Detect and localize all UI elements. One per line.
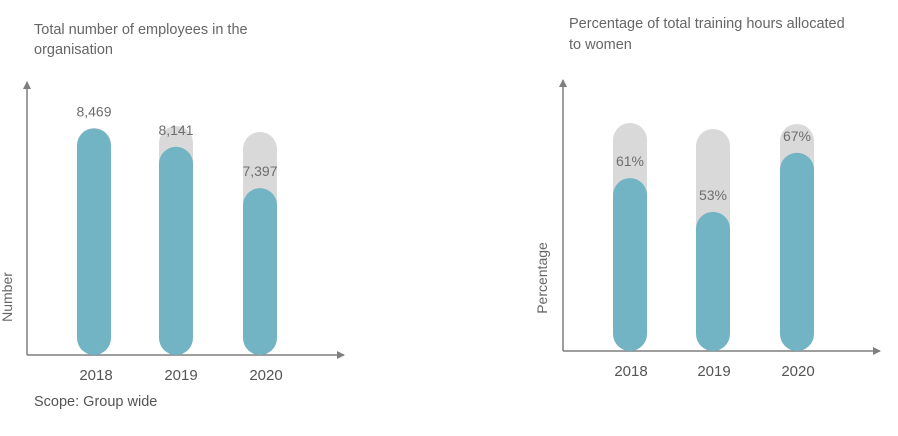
training-bar-2019	[696, 211, 730, 351]
training-value-label-2020: 67%	[783, 128, 811, 144]
training-bar-2018	[613, 178, 647, 351]
employees-chart-title-line-1: Total number of employees in the	[34, 22, 248, 38]
scope-note: Scope: Group wide	[34, 394, 157, 410]
employees-value-label-2020: 7,397	[242, 163, 277, 179]
employees-y-axis-label: Number	[0, 272, 15, 322]
employees-bar-2018	[77, 128, 111, 355]
training-value-label-2018: 61%	[616, 153, 644, 169]
training-x-tick-2018: 2018	[614, 363, 647, 380]
employees-x-tick-2018: 2018	[79, 367, 112, 384]
employees-x-tick-2019: 2019	[164, 367, 197, 384]
training-bar-2020	[780, 152, 814, 351]
employees-value-label-2019: 8,141	[158, 122, 193, 138]
training-bars: 61% 53% 67%	[613, 123, 814, 351]
employees-bar-2019	[159, 146, 193, 355]
employees-bars: 8,469 8,141 7,397	[76, 104, 278, 355]
employees-chart: Total number of employees in the organis…	[0, 22, 345, 410]
employees-value-label-2018: 8,469	[76, 104, 111, 120]
employees-bar-2020	[243, 188, 277, 355]
training-hours-chart: Percentage of total training hours alloc…	[534, 16, 881, 380]
training-chart-title-line-1: Percentage of total training hours alloc…	[569, 16, 845, 32]
training-x-tick-2019: 2019	[697, 363, 730, 380]
employees-x-tick-2020: 2020	[249, 367, 282, 384]
employees-chart-title-line-2: organisation	[34, 42, 113, 58]
training-chart-title-line-2: to women	[569, 37, 632, 53]
training-value-label-2019: 53%	[699, 187, 727, 203]
training-y-axis-label: Percentage	[534, 242, 550, 314]
training-x-tick-2020: 2020	[781, 363, 814, 380]
